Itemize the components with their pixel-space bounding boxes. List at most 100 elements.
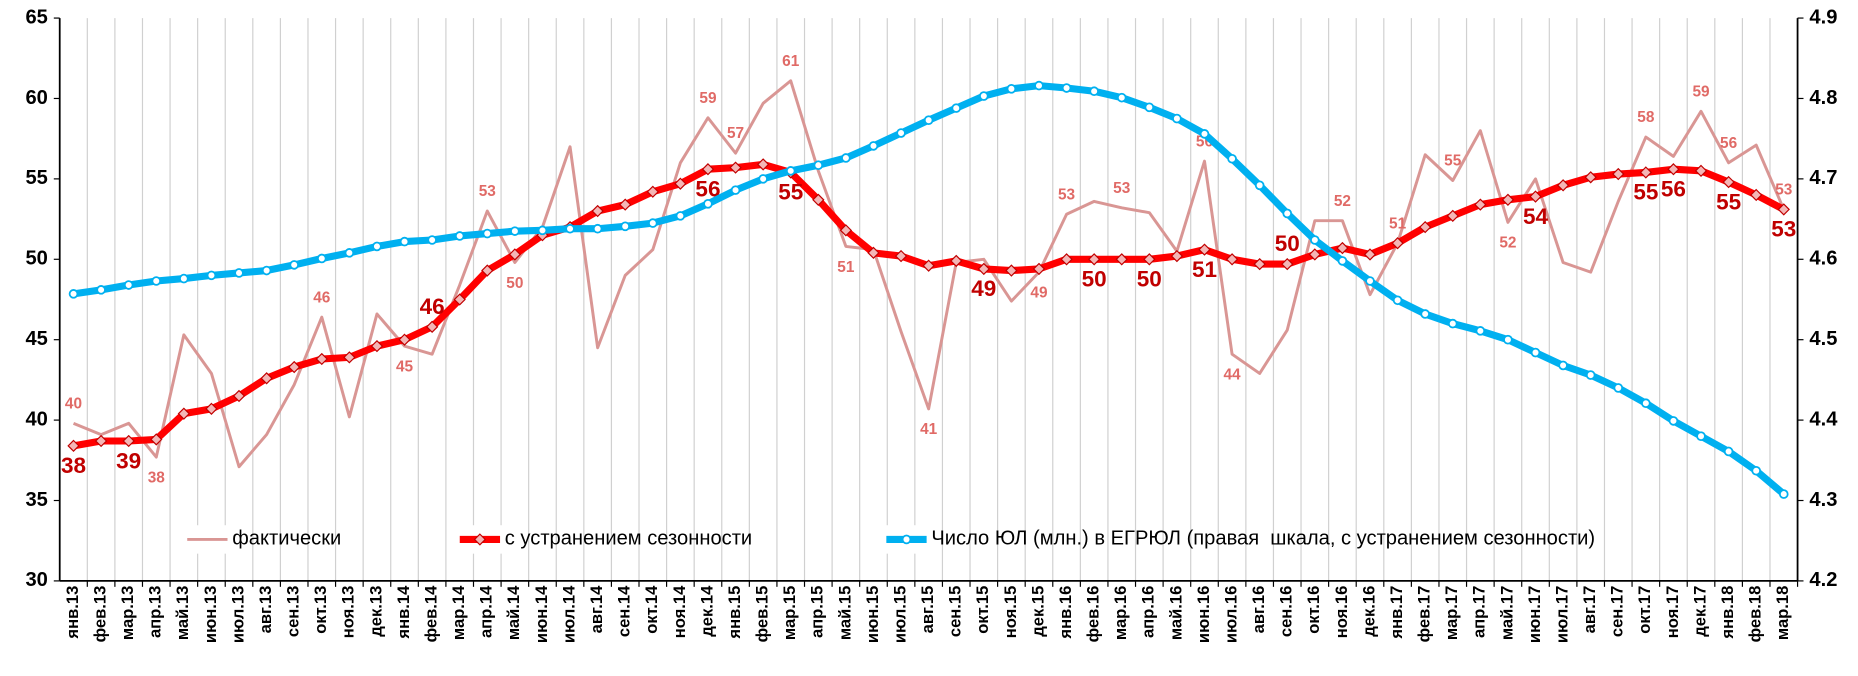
x-tick-label: мар.17 (1442, 586, 1461, 640)
marker (372, 241, 382, 252)
x-tick-label: май.16 (1166, 586, 1185, 641)
x-tick-label: дек.14 (697, 585, 716, 637)
marker (398, 333, 411, 346)
marker (1365, 276, 1375, 286)
data-label: 38 (61, 453, 86, 478)
marker (68, 289, 79, 299)
marker (150, 433, 163, 446)
marker (1667, 163, 1680, 176)
marker (1612, 167, 1625, 181)
marker (785, 166, 796, 176)
marker (151, 276, 162, 286)
marker (1777, 203, 1790, 216)
marker (1641, 398, 1651, 409)
marker (1199, 129, 1210, 139)
marker (1281, 257, 1294, 271)
marker (1420, 309, 1430, 319)
x-tick-label: апр.15 (808, 586, 827, 638)
legend-label: с устранением сезонности (505, 528, 752, 550)
data-label: 55 (1633, 180, 1658, 205)
marker (260, 372, 273, 385)
marker (177, 407, 191, 420)
series (68, 80, 1789, 499)
x-tick-label: фев.13 (90, 586, 109, 643)
x-tick-label: авг.17 (1580, 586, 1599, 634)
marker (730, 185, 741, 195)
data-label: 50 (1137, 267, 1162, 292)
x-tick-label: фев.16 (1084, 586, 1103, 643)
marker (1501, 193, 1515, 206)
x-tick-label: мар.18 (1773, 586, 1792, 640)
marker (1475, 326, 1486, 336)
y2-tick-label: 4.4 (1809, 408, 1838, 430)
marker (979, 91, 989, 101)
x-tick-label: фев.18 (1746, 586, 1765, 643)
x-tick-label: апр.17 (1470, 586, 1489, 638)
data-label: 56 (1720, 135, 1737, 152)
x-tick-label: авг.16 (1249, 586, 1268, 634)
x-tick-label: янв.13 (63, 586, 82, 640)
marker (565, 223, 575, 234)
x-tick-label: апр.13 (146, 586, 165, 638)
x-tick-label: окт.14 (642, 585, 661, 634)
marker (703, 199, 713, 209)
marker (758, 174, 768, 184)
data-label: 49 (1030, 285, 1047, 302)
x-tick-label: май.15 (835, 586, 854, 641)
x-tick-label: янв.14 (394, 585, 413, 640)
marker (1170, 249, 1184, 263)
data-label: 39 (116, 448, 141, 473)
y2-tick-label: 4.7 (1809, 167, 1837, 189)
x-tick-label: ноя.17 (1663, 586, 1682, 639)
x-tick-label: фев.14 (421, 585, 440, 643)
marker (1584, 171, 1597, 184)
marker (977, 262, 990, 276)
marker (1722, 175, 1735, 189)
marker (1089, 86, 1099, 97)
x-tick-label: сен.15 (946, 586, 965, 638)
x-tick-label: июл.13 (228, 586, 247, 644)
data-label: 40 (65, 395, 82, 412)
x-tick-label: ноя.16 (1332, 586, 1351, 639)
x-tick-label: фев.17 (1415, 586, 1434, 643)
marker (894, 249, 908, 263)
x-tick-label: ноя.13 (339, 586, 358, 639)
marker (343, 351, 356, 364)
marker (289, 260, 299, 270)
x-tick-label: сен.14 (615, 585, 634, 637)
marker (1034, 80, 1044, 91)
y-tick-label: 45 (25, 328, 47, 350)
marker (1225, 253, 1239, 266)
marker (96, 285, 106, 295)
x-tick-label: июн.17 (1525, 586, 1544, 643)
x-tick-label: дек.17 (1690, 586, 1709, 637)
x-tick-label: июл.15 (890, 586, 909, 644)
x-tick-label: апр.16 (1139, 586, 1158, 638)
data-label: 46 (420, 294, 445, 319)
marker (867, 246, 880, 260)
marker (1144, 102, 1155, 113)
marker (619, 198, 632, 211)
marker (1254, 180, 1265, 191)
y2-tick-label: 4.6 (1809, 248, 1837, 270)
marker (1750, 188, 1763, 202)
marker (620, 221, 631, 232)
marker (261, 265, 272, 276)
data-label: 56 (1661, 177, 1686, 202)
data-label: 53 (1771, 217, 1796, 242)
x-tick-label: мар.16 (1111, 586, 1130, 640)
data-label: 55 (778, 180, 803, 205)
data-label: 52 (1334, 193, 1351, 210)
x-tick-label: ноя.14 (670, 585, 689, 638)
marker (288, 360, 301, 374)
marker (1115, 253, 1128, 266)
x-tick-label: июл.16 (1221, 586, 1240, 644)
x-tick-label: дек.16 (1359, 586, 1378, 637)
marker (1694, 164, 1708, 178)
data-label: 41 (920, 421, 938, 438)
marker (67, 439, 80, 453)
y-tick-label: 55 (25, 167, 47, 189)
x-tick-label: апр.14 (477, 585, 496, 638)
x-tick-label: сен.17 (1608, 586, 1627, 638)
x-tick-label: май.13 (173, 586, 192, 641)
